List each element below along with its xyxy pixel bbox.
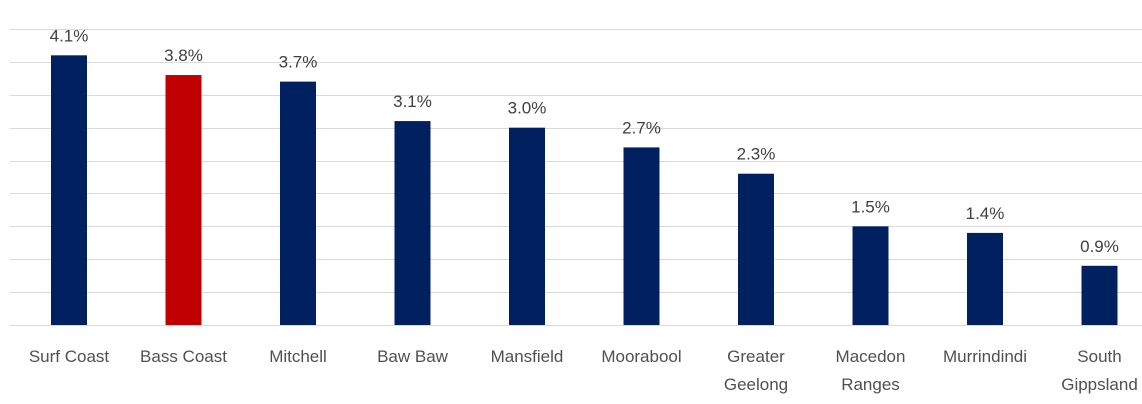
bar-mitchell: [280, 81, 316, 325]
tick-label-moorabool: Moorabool: [601, 347, 681, 366]
data-label-bass-coast: 3.8%: [164, 46, 203, 65]
tick-label-bass-coast: Bass Coast: [140, 347, 227, 366]
tick-label-south-gippsland: South Gippsland: [1061, 347, 1138, 394]
bar-bass-coast: [165, 75, 202, 326]
bar-macedon-ranges: [852, 226, 889, 325]
data-label-surf-coast: 4.1%: [50, 26, 89, 45]
tick-label-greater-geelong: Greater Geelong: [724, 347, 788, 394]
data-label-mitchell: 3.7%: [279, 53, 318, 72]
bar-surf-coast: [51, 55, 87, 326]
data-label-macedon-ranges: 1.5%: [851, 197, 890, 216]
bar-baw-baw: [394, 121, 431, 325]
data-label-murrindindi: 1.4%: [966, 204, 1005, 223]
data-label-moorabool: 2.7%: [622, 118, 661, 137]
data-label-baw-baw: 3.1%: [393, 92, 432, 111]
bar-greater-geelong: [738, 173, 774, 325]
x-axis-tick-labels: Surf Coast Bass Coast Mitchell Baw Baw Mansf…: [29, 347, 1138, 394]
tick-label-baw-baw: Baw Baw: [377, 347, 449, 366]
tick-label-mansfield: Mansfield: [491, 347, 564, 366]
bar-south-gippsland: [1081, 265, 1118, 325]
tick-label-surf-coast: Surf Coast: [29, 347, 110, 366]
tick-label-murrindindi: Murrindindi: [943, 347, 1027, 366]
data-label-greater-geelong: 2.3%: [737, 145, 776, 164]
data-label-mansfield: 3.0%: [508, 99, 547, 118]
bar-moorabool: [623, 147, 660, 325]
bar-murrindindi: [967, 232, 1003, 325]
bar-mansfield: [509, 127, 545, 326]
data-label-south-gippsland: 0.9%: [1080, 237, 1119, 256]
tick-label-macedon-ranges: Macedon Ranges: [836, 347, 906, 394]
data-labels: 4.1% 3.8% 3.7% 3.1% 3.0% 2.7% 2.3% 1.5% 1.4% 0.9%: [50, 26, 1119, 255]
tick-label-mitchell: Mitchell: [269, 347, 327, 366]
bars: [51, 55, 1118, 326]
